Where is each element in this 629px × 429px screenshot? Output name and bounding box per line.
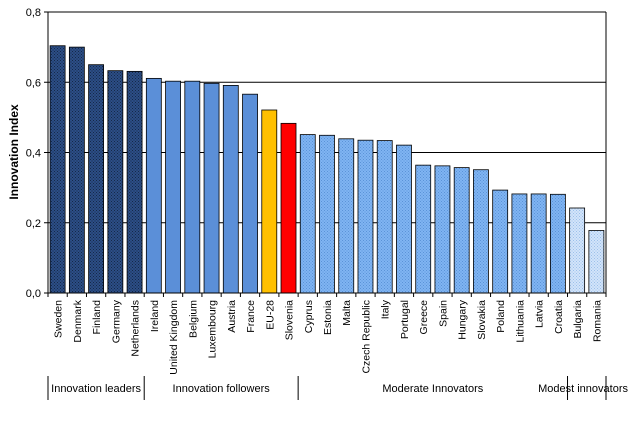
x-tick-label: Denmark <box>72 299 84 342</box>
bar-croatia <box>549 193 566 294</box>
bar-slovakia <box>473 169 489 294</box>
group-label: Innovation leaders <box>51 383 141 395</box>
y-tick-label: 0,8 <box>26 7 41 19</box>
x-tick-label: Portugal <box>399 300 411 339</box>
bar-austria <box>222 85 239 294</box>
x-tick-label: Malta <box>341 300 353 326</box>
x-tick-label: Croatia <box>553 300 565 334</box>
bar-eu-28 <box>261 109 278 294</box>
x-tick-label: Greece <box>418 300 430 335</box>
y-tick-label: 0,2 <box>26 218 41 230</box>
x-tick-label: Poland <box>495 300 507 333</box>
x-tick-label: Cyprus <box>303 300 315 333</box>
bar-finland <box>88 64 105 294</box>
bar-france <box>242 93 258 294</box>
y-axis-label: Innovation Index <box>7 104 21 200</box>
x-tick-label: Luxembourg <box>207 300 219 359</box>
axes: 0,0 0,2 0,4 0,6 0,8 <box>26 7 607 300</box>
bar-czech-republic <box>357 139 374 294</box>
x-tick-label: Bulgaria <box>572 300 584 339</box>
x-tick-label: Romania <box>591 300 603 342</box>
x-tick-label: France <box>245 300 257 333</box>
bars <box>49 45 605 294</box>
x-tick-label: Latvia <box>534 300 546 328</box>
x-tick-label: Belgium <box>187 300 199 338</box>
bar-greece <box>415 164 432 294</box>
bar-luxembourg <box>203 82 220 294</box>
x-tick-label: United Kingdom <box>168 300 180 375</box>
bar-slovenia <box>280 122 297 294</box>
x-tick-label: Spain <box>437 300 449 327</box>
bar-italy <box>376 140 393 294</box>
x-tick-label: Lithuania <box>514 300 526 343</box>
group-label: Moderate Innovators <box>382 383 483 395</box>
bar-hungary <box>453 167 470 294</box>
x-tick-label: Netherlands <box>130 300 142 357</box>
bar-poland <box>492 189 509 294</box>
bar-ireland <box>145 77 162 294</box>
bar-united-kingdom <box>165 80 181 294</box>
group-label: Modest innovators <box>538 383 628 395</box>
bar-romania <box>588 230 605 294</box>
bar-lithuania <box>511 193 528 294</box>
bar-germany <box>107 70 124 294</box>
bar-sweden <box>49 45 66 294</box>
x-tick-label: Finland <box>91 300 103 335</box>
group-labels: Innovation leaders Innovation followers Mo… <box>47 376 628 400</box>
bar-bulgaria <box>569 207 586 294</box>
y-tick-label: 0,4 <box>26 148 41 160</box>
y-tick-label: 0,6 <box>26 77 41 89</box>
x-tick-label: Slovakia <box>476 300 488 340</box>
x-tick-label: Germany <box>110 299 122 343</box>
x-tick-label: Slovenia <box>284 300 296 340</box>
bar-spain <box>434 165 451 294</box>
bar-cyprus <box>299 134 316 294</box>
bar-netherlands <box>126 70 143 294</box>
bar-estonia <box>319 134 335 294</box>
bar-malta <box>338 138 355 294</box>
x-tick-label: Sweden <box>53 300 65 338</box>
bar-belgium <box>184 80 201 294</box>
bar-portugal <box>396 144 412 294</box>
x-tick-label: Czech Republic <box>360 300 372 374</box>
x-tick-labels: Sweden Denmark Finland Germany Netherlands Ir… <box>47 293 607 375</box>
x-tick-label: Estonia <box>322 300 334 335</box>
bar-latvia <box>530 193 547 294</box>
x-tick-label: Austria <box>226 300 238 333</box>
bar-denmark <box>68 46 85 294</box>
x-tick-label: EU-28 <box>264 300 276 330</box>
group-label: Innovation followers <box>173 383 271 395</box>
y-tick-label: 0,0 <box>26 288 41 300</box>
x-tick-label: Hungary <box>457 299 469 339</box>
x-tick-label: Ireland <box>149 300 161 332</box>
x-tick-label: Italy <box>380 299 392 319</box>
